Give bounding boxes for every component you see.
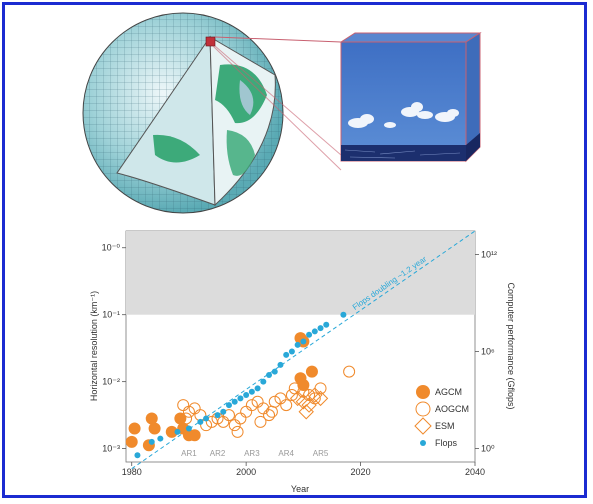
flops-point [277,361,284,368]
ar-label: AR5 [313,449,329,458]
flops-point [237,395,244,402]
flops-point [288,348,295,355]
agcm-point [148,422,161,435]
ar-label: AR4 [278,449,294,458]
data-marks: AR1 AR2 AR3 AR4 AR5 [125,311,356,459]
agcm-point [165,425,178,438]
figure-frame: Flops doubling ~1.2 year AR1 AR2 AR3 AR4 AR5… [2,2,587,498]
agcm-point [297,379,310,391]
flops-point [248,388,255,395]
x-tick-label: 2040 [465,467,485,477]
flops-point [260,378,267,385]
x-axis-label: Year [291,484,309,494]
axes: 1980 2000 2020 2040 10⁻³ 10⁻² 10⁻¹ 10⁻⁰ 10⁰ 10⁶ 10… [102,243,497,477]
legend-esm-marker [414,417,432,435]
flops-point [254,385,261,392]
aogcm-point [263,409,276,422]
x-tick-label: 1980 [122,467,142,477]
y-tick-label-left: 10⁻² [102,377,120,387]
aogcm-point [222,409,235,422]
y-axis-label-right: Computer performance (Gflops) [506,282,516,409]
flops-point [300,338,307,345]
flops-point [243,392,250,399]
legend-aogcm-marker [415,401,431,417]
legend-label: AGCM [435,387,462,397]
flops-point [134,452,141,459]
legend-label: ESM [435,421,455,431]
chart: Flops doubling ~1.2 year AR1 AR2 AR3 AR4 AR5… [89,230,516,494]
flops-point [220,408,227,415]
shaded-region [126,231,475,315]
flops-point [203,415,210,422]
flops-point [148,438,155,445]
legend-agcm-marker [416,385,430,399]
esm-point [301,397,317,413]
aogcm-point [245,399,258,412]
y-tick-label-left: 10⁻³ [102,444,120,454]
aogcm-point [231,425,244,438]
y-tick-label-right: 10¹² [481,249,497,259]
legend: AGCM AOGCM ESM Flops [414,385,469,448]
flops-point [225,402,232,409]
flops-point [197,418,204,425]
legend-label: AOGCM [435,404,469,414]
flops-point [340,311,347,318]
ar-label: AR3 [244,449,260,458]
agcm-point [174,412,187,425]
globe-illustration [82,12,342,214]
aogcm-point [280,399,293,412]
x-tick-label: 2000 [236,467,256,477]
aogcm-point [285,389,298,402]
agcm-point [128,422,141,435]
x-tick-label: 2020 [351,467,371,477]
ar-label: AR1 [181,449,197,458]
ar-label: AR2 [210,449,226,458]
flops-point [185,425,192,432]
flops-point [306,331,313,338]
y-tick-label-right: 10⁶ [481,347,495,357]
flops-point [157,435,164,442]
agcm-point [188,429,201,442]
flops-point [231,398,238,405]
agcm-point [145,412,158,425]
aogcm-point [254,415,267,428]
flops-point [317,325,324,332]
y-tick-label-right: 10⁰ [481,444,495,454]
aogcm-point [182,405,195,418]
agcm-point [305,365,318,378]
y-tick-label-left: 10⁻⁰ [102,243,121,253]
esm-point [298,404,314,420]
flops-point [266,371,273,378]
flops-point [174,428,181,435]
y-axis-label-left: Horizontal resolution (km⁻¹) [89,291,99,401]
aogcm-point [265,405,278,418]
flops-point [214,412,221,419]
agcm-point [125,435,138,448]
y-tick-label-left: 10⁻¹ [102,310,120,320]
atmospheric-column-illustration [339,32,482,163]
legend-flops-marker [420,440,426,446]
legend-label: Flops [435,438,458,448]
flops-point [294,341,301,348]
flops-point [283,351,290,358]
figure-svg: Flops doubling ~1.2 year AR1 AR2 AR3 AR4 AR5… [82,12,516,494]
flops-point [311,328,318,335]
flops-point [271,368,278,375]
flops-point [323,321,330,328]
esm-point [312,390,329,407]
aogcm-point [343,365,356,378]
